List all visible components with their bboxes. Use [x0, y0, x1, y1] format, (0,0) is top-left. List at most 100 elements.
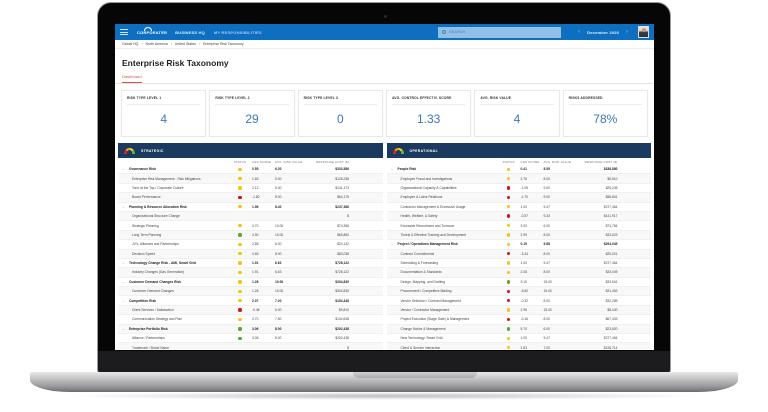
period-selector: ‹ December 2020 › — [571, 29, 635, 35]
chevron-down-icon[interactable]: ⌄ — [390, 242, 394, 247]
kpi-risk-type-level-3[interactable]: RISK TYPE LEVEL 3 0 — [297, 90, 383, 137]
chevron-down-icon[interactable]: ⌄ — [122, 298, 125, 303]
nav-business-hq[interactable]: BUSINESS HQ — [175, 29, 205, 35]
table-row[interactable]: Health, Welfare, & Safety -0.57 9.33 $141,9… — [386, 211, 651, 222]
status-dot-icon — [238, 270, 242, 275]
table-row[interactable]: Design, Mapping, and Drafting 3.10 15.00 $3… — [386, 278, 651, 288]
status-dot-icon — [238, 205, 242, 209]
kpi-avg-control-effectiveness[interactable]: AVG. CONTROL EFFECTIV. SCORE 1.33 — [385, 90, 472, 137]
hamburger-menu-icon[interactable] — [120, 29, 128, 35]
kpi-risk-type-level-2[interactable]: RISK TYPE LEVEL 2 29 — [209, 90, 295, 137]
table-row[interactable]: Organizational Capacity & Capabilities -1… — [386, 184, 651, 194]
status-dot-icon — [238, 280, 242, 284]
table-row[interactable]: Strategic Planning 0.70 10.00 $74,356 — [118, 221, 383, 231]
breadcrumb-global-hq[interactable]: Global HQ — [122, 42, 139, 46]
table-row[interactable]: Vendor / Contractor Management 2.95 15.00 $… — [386, 305, 651, 316]
risk-panels: STRATEGIC STATUS CES SCORE AVG. RISK VAL… — [115, 137, 654, 350]
table-row[interactable]: Scheduling & Forecasting 1.00 9.47 $727,464 — [386, 259, 651, 269]
col-ces-score[interactable]: CES SCORE — [520, 159, 540, 164]
response-cost: $5,510 — [607, 176, 618, 181]
table-row[interactable]: Documentation & Standards 2.08 8.00 $33,049 — [386, 268, 651, 278]
kpi-avg-risk-value[interactable]: AVG. RISK VALUE 4 — [474, 90, 560, 137]
table-row[interactable]: Timely & Effective Training and Developm… — [386, 230, 651, 241]
table-row[interactable]: Customer Demand Changes 1.28 10.00 $304,830 — [118, 287, 383, 297]
table-row[interactable]: JV's, Alliances and Partnerships 2.88 6.00… — [118, 240, 383, 250]
table-row[interactable]: Trademark / Brand Name $ — [118, 343, 383, 350]
breadcrumb-united-states[interactable]: United States — [174, 42, 196, 46]
chevron-left-icon[interactable]: ‹ — [578, 29, 581, 35]
user-avatar[interactable] — [638, 26, 649, 38]
risk-name: Planning & Resource Allocation Risk — [129, 204, 187, 209]
response-cost: $338,880 — [603, 167, 618, 172]
table-group-row[interactable]: ⌄ Project / Operations Management Risk 0.1… — [386, 240, 651, 250]
table-row[interactable]: Employee & Labor Relations -1.70 9.00 $58,8… — [386, 193, 651, 203]
col-response-cost[interactable]: RESPONSE COST ($) — [316, 159, 349, 164]
col-status[interactable]: STATUS — [502, 159, 515, 164]
table-row[interactable]: Tone at the Top / Corporate Culture 2.12 5… — [118, 184, 383, 194]
table-group-row[interactable]: ⌄ Customer Demand Changes Risk 1.28 10.00 $3… — [118, 278, 383, 288]
table-group-row[interactable]: ⌄ People Risk 0.41 8.55 $338,880 — [386, 165, 651, 175]
table-row[interactable]: Project Execution (Stage Gate) & Managem… — [386, 315, 651, 325]
table-row[interactable]: Change Notice & Management 5.70 6.00 $23,62… — [386, 324, 651, 335]
ces-score: 2.12 — [252, 185, 259, 190]
table-row[interactable]: Alliance / Partnerships 3.06 8.00 $202,438 — [118, 334, 383, 344]
status-dot-icon — [238, 298, 242, 303]
table-row[interactable]: Client & Service Interaction 2.83 7.00 $128… — [386, 343, 651, 350]
table-group-row[interactable]: ⌄ Planning & Resource Allocation Risk 1.96… — [118, 203, 383, 212]
chevron-down-icon[interactable]: ⌄ — [122, 326, 125, 331]
status-dot-icon — [238, 186, 242, 190]
kpi-risks-addressed[interactable]: RISKS ADDRESSED 78% — [562, 90, 648, 137]
col-ces-score[interactable]: CES SCORE — [252, 159, 272, 164]
risk-name: Client Services / Satisfaction — [132, 308, 174, 313]
table-row[interactable]: Contract Commitments -3.44 8.00 $25,021 — [386, 249, 651, 259]
table-row[interactable]: Excessive Recruitment and Turnover 3.00 6.… — [386, 221, 651, 231]
breadcrumb-north-america[interactable]: North America — [145, 42, 168, 46]
table-row[interactable]: Industry Changes (Gas Generation) 1.91 6.6… — [118, 268, 383, 278]
table-row[interactable]: Organizational Structure Change $ — [118, 211, 383, 222]
table-row[interactable]: Client Services / Satisfaction -0.46 6.00 $… — [118, 305, 383, 316]
table-row[interactable]: Vendor Selection / Contract Management -0… — [386, 296, 651, 306]
app-logo[interactable]: CORPORATER — [137, 26, 168, 35]
col-avg-risk-value[interactable]: AVG. RISK VALUE — [543, 159, 571, 164]
table-row[interactable]: Decision Speed 0.65 8.00 $83,038 — [118, 249, 383, 259]
risk-name: Customer Demand Changes — [132, 289, 174, 294]
table-row[interactable]: Procurement / Competitive Bidding -5.60 15… — [386, 287, 651, 297]
response-cost: $202,438 — [335, 326, 349, 331]
table-row[interactable]: Long Term Planning 4.90 10.00 $65,860 — [118, 230, 383, 241]
tab-bar: Dashboard — [115, 68, 654, 84]
table-group-row[interactable]: ⌄ Competition Risk 2.07 7.20 $154,448 — [118, 296, 383, 306]
table-row[interactable]: Employee Fraud and Investigations 2.76 8.0… — [386, 174, 651, 184]
col-response-cost[interactable]: RESPONSE COST ($) — [584, 159, 618, 164]
col-status[interactable]: STATUS — [233, 159, 247, 164]
chevron-down-icon[interactable]: ⌄ — [390, 167, 394, 172]
tab-dashboard[interactable]: Dashboard — [122, 74, 142, 83]
chevron-down-icon[interactable]: ⌄ — [122, 204, 125, 209]
search-input[interactable]: SEARCH — [438, 26, 562, 38]
kpi-risk-type-level-1[interactable]: RISK TYPE LEVEL 1 4 — [121, 90, 207, 137]
table-row[interactable]: Board Performance -1.80 8.00 $64,175 — [118, 193, 383, 203]
chevron-down-icon[interactable]: ⌄ — [122, 167, 125, 172]
table-group-row[interactable]: ⌄ Technology Change Risk - AMI, Smart Gri… — [118, 259, 383, 269]
col-avg-risk-value[interactable]: AVG. RISK VALUE — [275, 159, 303, 164]
risk-name: Design, Mapping, and Drafting — [400, 279, 446, 284]
nav-my-responsibilities[interactable]: MY RESPONSIBILITIES — [213, 29, 262, 35]
avg-risk-value: 8.00 — [543, 251, 550, 256]
kpi-value: 0 — [336, 112, 344, 126]
app-screen: CORPORATER BUSINESS HQ MY RESPONSIBILITI… — [115, 24, 654, 350]
status-dot-icon — [506, 280, 511, 284]
table-group-row[interactable]: ⌄ Enterprise Portfolio Risk 3.06 8.00 $202,4… — [118, 324, 383, 335]
status-dot-icon — [506, 327, 511, 331]
table-row[interactable]: Communication Strategy and Plan 2.70 7.50 $… — [118, 315, 383, 325]
ces-score: -0.46 — [252, 308, 260, 313]
response-cost: $727,464 — [603, 204, 618, 209]
table-row[interactable]: Enterprise Risk Management - Risk Mitiga… — [118, 174, 383, 184]
chevron-right-icon[interactable]: › — [626, 29, 628, 35]
period-label[interactable]: December 2020 — [587, 29, 620, 35]
ces-score: -1.70 — [520, 195, 529, 200]
breadcrumb-separator-icon: › — [170, 42, 172, 46]
chevron-down-icon[interactable]: ⌄ — [122, 279, 125, 284]
table-group-row[interactable]: ⌄ Governance Risk 0.55 6.20 $333,586 — [118, 165, 383, 175]
chevron-down-icon[interactable]: ⌄ — [122, 261, 125, 266]
table-row[interactable]: New Technology: Smart Grid 1.00 9.47 $727,4… — [386, 334, 651, 344]
table-row[interactable]: Contractor Management & Excessive Usage 1… — [386, 203, 651, 212]
